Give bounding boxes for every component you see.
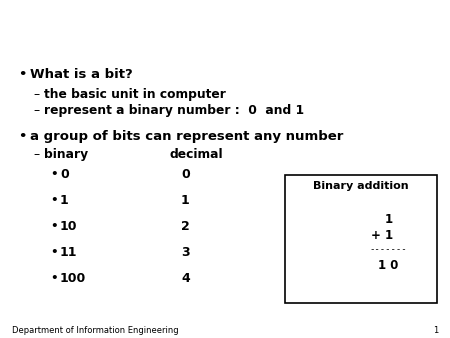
Text: a group of bits can represent any number: a group of bits can represent any number (30, 130, 343, 143)
Text: –: – (33, 104, 39, 117)
Text: •: • (50, 246, 58, 259)
Text: •: • (50, 272, 58, 285)
Text: the basic unit in computer: the basic unit in computer (44, 88, 226, 101)
Text: –: – (33, 148, 39, 161)
Text: binary: binary (44, 148, 88, 161)
Text: 1: 1 (433, 326, 438, 335)
Text: 11: 11 (60, 246, 77, 259)
Text: decimal: decimal (170, 148, 224, 161)
Text: Department of Information Engineering: Department of Information Engineering (12, 326, 179, 335)
Text: •: • (18, 130, 27, 143)
Text: 1: 1 (384, 213, 392, 226)
Text: 0: 0 (181, 168, 190, 181)
Text: 1: 1 (60, 194, 69, 207)
Text: What is a bit?: What is a bit? (30, 68, 133, 81)
Text: •: • (50, 220, 58, 233)
Text: •: • (18, 68, 27, 81)
Text: represent a binary number :  0  and 1: represent a binary number : 0 and 1 (44, 104, 304, 117)
Text: 3: 3 (181, 246, 189, 259)
Text: 2: 2 (181, 220, 190, 233)
Text: 1: 1 (181, 194, 190, 207)
Text: 1 0: 1 0 (378, 259, 399, 272)
Text: –: – (33, 88, 39, 101)
Text: 4: 4 (181, 272, 190, 285)
Text: 10: 10 (60, 220, 77, 233)
Text: Binary addition: Binary addition (313, 181, 409, 191)
Text: + 1: + 1 (371, 229, 393, 242)
Text: •: • (50, 168, 58, 181)
Text: 100: 100 (60, 272, 86, 285)
Text: 0: 0 (60, 168, 69, 181)
Text: -------: ------- (369, 245, 407, 254)
FancyBboxPatch shape (285, 175, 437, 303)
Text: •: • (50, 194, 58, 207)
